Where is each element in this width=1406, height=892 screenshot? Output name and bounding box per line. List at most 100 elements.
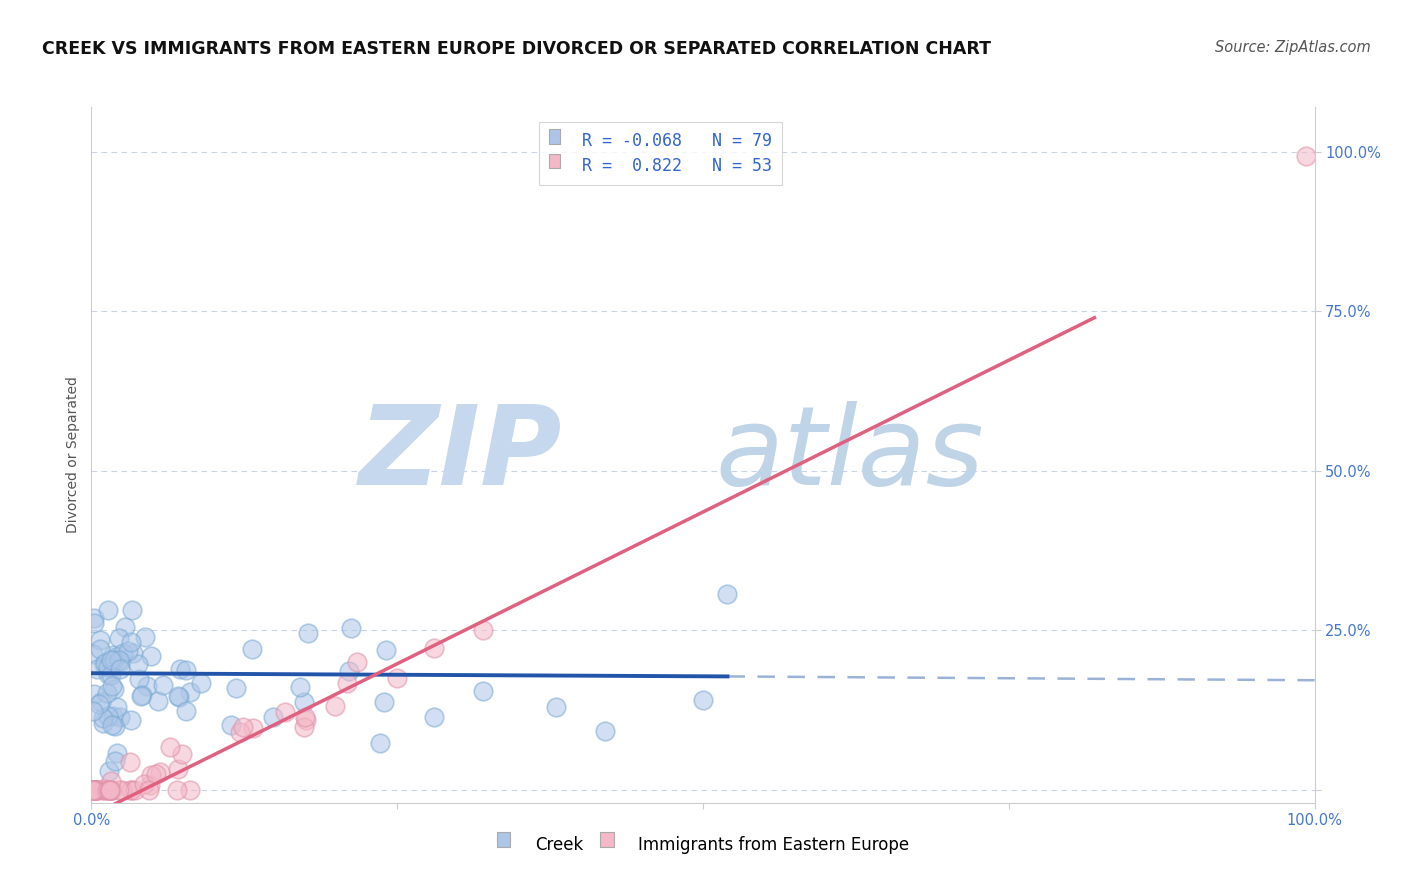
Point bbox=[84, 783, 107, 797]
Point bbox=[108, 710, 131, 724]
Point bbox=[94, 657, 117, 671]
Point bbox=[101, 783, 124, 797]
Point bbox=[120, 783, 142, 797]
Point bbox=[122, 647, 145, 661]
Point bbox=[134, 630, 156, 644]
Point bbox=[131, 688, 153, 702]
Text: ZIP: ZIP bbox=[359, 401, 562, 508]
Point bbox=[108, 662, 131, 676]
Point bbox=[98, 764, 121, 779]
Point bbox=[103, 648, 125, 663]
Point bbox=[336, 676, 359, 690]
Point bbox=[83, 783, 105, 797]
Point bbox=[159, 740, 181, 755]
Point bbox=[292, 695, 315, 709]
Point bbox=[89, 641, 111, 656]
Point bbox=[100, 783, 122, 797]
Point bbox=[118, 756, 141, 770]
Point bbox=[129, 689, 152, 703]
Point bbox=[149, 764, 172, 779]
Point bbox=[172, 747, 194, 762]
Text: Source: ZipAtlas.com: Source: ZipAtlas.com bbox=[1215, 40, 1371, 55]
Point bbox=[91, 716, 114, 731]
Point bbox=[294, 710, 316, 724]
Point bbox=[716, 587, 738, 601]
Point bbox=[100, 773, 122, 788]
Point bbox=[121, 603, 143, 617]
Point bbox=[111, 783, 134, 797]
Point bbox=[101, 709, 124, 723]
Point bbox=[91, 781, 114, 796]
Point bbox=[232, 720, 254, 734]
Point bbox=[340, 621, 363, 635]
Point bbox=[86, 783, 108, 797]
Point bbox=[146, 694, 169, 708]
Point bbox=[82, 783, 104, 797]
Point bbox=[107, 631, 129, 645]
Point bbox=[103, 718, 125, 732]
Point bbox=[114, 620, 136, 634]
Point bbox=[97, 708, 120, 723]
Point bbox=[83, 610, 105, 624]
Point bbox=[100, 783, 122, 797]
Point bbox=[83, 615, 105, 630]
Point bbox=[1295, 149, 1317, 163]
Point bbox=[423, 710, 446, 724]
Point bbox=[323, 698, 346, 713]
Point bbox=[294, 713, 316, 727]
Point bbox=[86, 783, 108, 797]
Point bbox=[262, 710, 284, 724]
Point bbox=[138, 783, 160, 797]
Point bbox=[93, 783, 115, 797]
Point bbox=[139, 768, 162, 782]
Text: CREEK VS IMMIGRANTS FROM EASTERN EUROPE DIVORCED OR SEPARATED CORRELATION CHART: CREEK VS IMMIGRANTS FROM EASTERN EUROPE … bbox=[42, 40, 991, 58]
Point bbox=[373, 695, 395, 709]
Point bbox=[83, 687, 105, 701]
Point bbox=[100, 668, 122, 682]
Point bbox=[346, 656, 368, 670]
Point bbox=[90, 695, 112, 709]
Point bbox=[546, 700, 568, 714]
Point bbox=[337, 664, 360, 678]
Point bbox=[121, 635, 143, 649]
Point bbox=[375, 643, 398, 657]
Point bbox=[101, 717, 124, 731]
Point bbox=[120, 783, 142, 797]
Point bbox=[82, 783, 104, 797]
Point bbox=[111, 646, 134, 660]
Point bbox=[471, 684, 494, 698]
Point bbox=[290, 680, 312, 694]
Point bbox=[105, 650, 128, 665]
Point bbox=[124, 783, 146, 797]
Point bbox=[103, 653, 125, 667]
Point bbox=[174, 663, 197, 677]
Point bbox=[225, 681, 247, 695]
Point bbox=[423, 640, 446, 655]
Point bbox=[97, 667, 120, 681]
Point bbox=[96, 686, 118, 700]
Point bbox=[87, 697, 110, 711]
Point bbox=[167, 690, 190, 704]
Point bbox=[692, 693, 714, 707]
Point bbox=[190, 675, 212, 690]
Point bbox=[136, 680, 159, 694]
Point bbox=[89, 632, 111, 647]
Point bbox=[297, 626, 319, 640]
Point bbox=[105, 700, 128, 714]
Point bbox=[240, 642, 263, 657]
Legend: Creek, Immigrants from Eastern Europe: Creek, Immigrants from Eastern Europe bbox=[489, 829, 917, 861]
Point bbox=[86, 662, 108, 676]
Point bbox=[471, 623, 494, 637]
Point bbox=[91, 711, 114, 725]
Point bbox=[127, 657, 149, 671]
Point bbox=[103, 681, 125, 696]
Point bbox=[370, 736, 392, 750]
Point bbox=[84, 783, 107, 797]
Point bbox=[385, 671, 409, 685]
Point bbox=[120, 713, 142, 727]
Point bbox=[593, 723, 616, 738]
Point bbox=[107, 653, 129, 667]
Point bbox=[166, 783, 188, 797]
Point bbox=[169, 662, 191, 676]
Point bbox=[139, 648, 162, 663]
